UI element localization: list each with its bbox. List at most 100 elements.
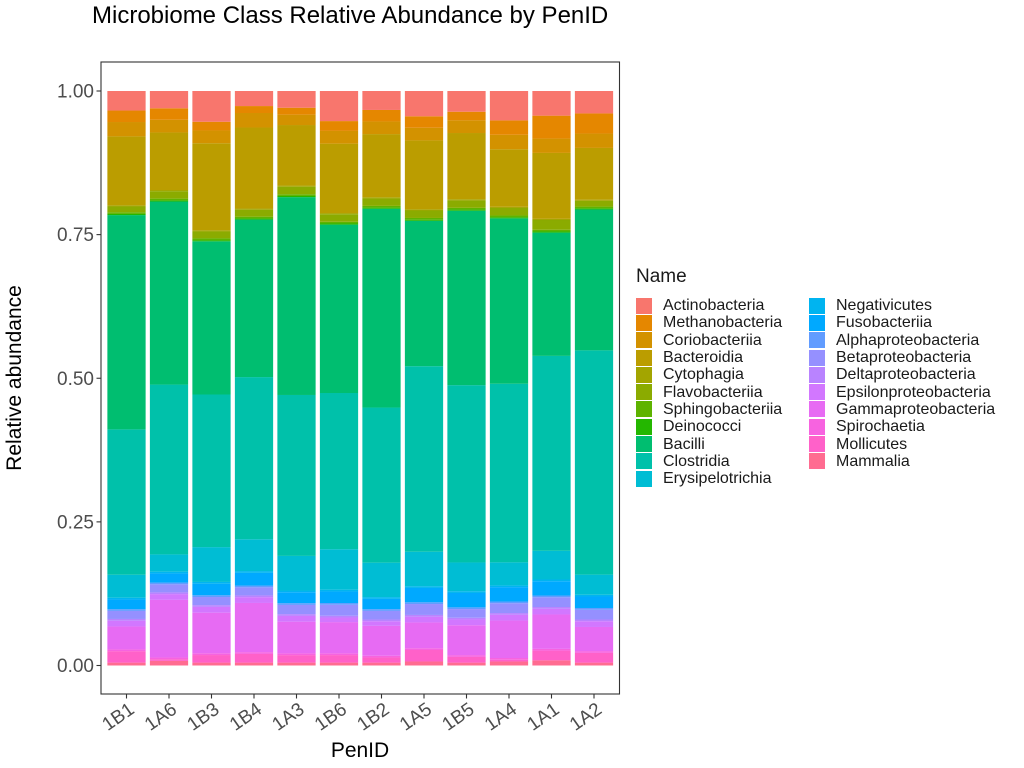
bar-segment [489, 620, 529, 659]
bar-segment [404, 661, 444, 666]
legend-swatch [636, 418, 652, 435]
bar-segment [532, 614, 571, 649]
bar-segment [319, 591, 359, 604]
bar-segment [362, 609, 401, 611]
bar-segment [319, 655, 359, 663]
bar-segment [107, 651, 146, 663]
bar-segment [362, 621, 401, 626]
legend-item: Mammalia [809, 453, 982, 470]
bar-segment [277, 590, 316, 593]
bar-segment [107, 610, 146, 619]
bar-segment [362, 597, 401, 599]
bar-segment [107, 597, 146, 600]
bar-segment [362, 91, 401, 110]
bar-segment [362, 625, 401, 656]
legend-swatch [636, 384, 652, 401]
bar-segment [489, 134, 529, 150]
bar-segment [404, 220, 444, 367]
legend-swatch [636, 314, 652, 331]
x-tick-label: 1A4 [481, 699, 521, 736]
bar-segment [447, 562, 486, 592]
bar-segment [277, 185, 316, 187]
x-tick-label: 1B1 [99, 699, 139, 736]
bar-segment [234, 208, 274, 210]
legend-label: Actinobacteria [663, 297, 765, 315]
legend-item: Methanobacteria [636, 314, 809, 331]
bar-segment [489, 215, 529, 218]
legend-label: Bacilli [663, 435, 705, 453]
bar-segment [149, 384, 189, 555]
legend-item: Clostridia [636, 453, 809, 470]
bar-segment [574, 147, 614, 200]
bar-segment [532, 607, 571, 609]
y-tick-label: 0.25 [57, 512, 94, 533]
x-tick-label: 1B5 [439, 699, 479, 736]
bar-segment [532, 232, 571, 356]
bar-segment [319, 617, 359, 623]
x-tick-label: 1B4 [226, 699, 266, 736]
plot-area [107, 91, 614, 666]
legend-label: Coriobacteriia [663, 331, 762, 349]
bar-segment [107, 212, 146, 214]
bar-segment [234, 106, 274, 114]
bar-segment [489, 614, 529, 621]
bar-segment [234, 662, 274, 666]
bar-1A4 [489, 91, 529, 666]
bar-segment [574, 626, 614, 652]
bar-segment [362, 109, 401, 122]
legend-swatch [809, 349, 825, 366]
bar-1A2 [574, 91, 614, 666]
bar-segment [532, 231, 571, 233]
x-tick-label: 1A2 [566, 699, 606, 736]
legend-swatch [809, 297, 825, 314]
x-axis: 1B1 1A6 1B3 1B4 1A3 1B6 1B2 1A5 1B5 1A4 1A1 1A2 [99, 694, 606, 735]
bar-segment [574, 609, 614, 620]
bar-segment [277, 195, 316, 198]
bar-segment [532, 579, 571, 582]
bar-segment [447, 210, 486, 386]
bar-segment [192, 91, 231, 122]
bar-segment [234, 219, 274, 378]
bar-segment [362, 205, 401, 208]
bar-segment [107, 122, 146, 137]
bar-segment [149, 592, 189, 595]
bar-segment [489, 383, 529, 563]
bar-segment [362, 197, 401, 199]
bar-segment [192, 394, 231, 548]
bar-segment [234, 587, 274, 596]
bar-segment [532, 597, 571, 608]
bar-segment [489, 562, 529, 586]
bar-segment [107, 599, 146, 610]
legend-swatch [809, 332, 825, 349]
legend-label: Epsilonproteobacteria [836, 383, 991, 401]
legend-label: Mollicutes [836, 435, 908, 453]
legend-swatch [809, 314, 825, 331]
bar-segment [574, 607, 614, 610]
bar-segment [192, 583, 231, 596]
legend-item: Deltaproteobacteria [809, 366, 982, 383]
bar-segment [532, 550, 571, 580]
legend-item: Epsilonproteobacteria [809, 383, 991, 401]
bar-segment [192, 655, 231, 663]
legend-item: Deinococci [636, 418, 809, 435]
legend-label: Betaproteobacteria [836, 349, 972, 367]
bar-segment [319, 393, 359, 550]
bar-segment [404, 366, 444, 552]
bar-segment [234, 216, 274, 219]
bar-segment [319, 91, 359, 122]
bar-segment [574, 574, 614, 595]
legend-item: Fusobacteriia [809, 314, 982, 331]
bar-segment [107, 574, 146, 598]
bar-segment [489, 91, 529, 121]
bar-segment [404, 587, 444, 603]
bar-segment [404, 210, 444, 218]
bar-segment [149, 119, 189, 133]
bar-segment [107, 662, 146, 666]
legend-label: Spirochaetia [836, 418, 925, 436]
bar-segment [192, 595, 231, 598]
bar-segment [107, 213, 146, 216]
bar-segment [404, 586, 444, 588]
bar-segment [489, 658, 529, 660]
bar-segment [234, 127, 274, 209]
bar-segment [574, 200, 614, 207]
